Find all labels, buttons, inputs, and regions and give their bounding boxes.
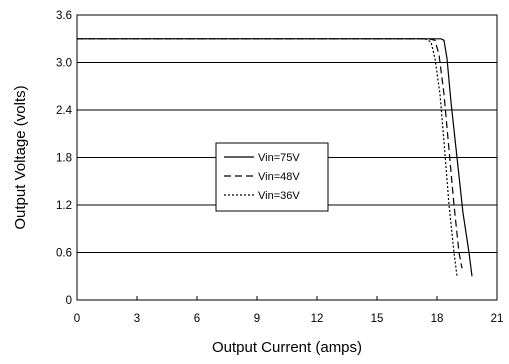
legend-label-2: Vin=48V <box>258 171 300 183</box>
legend: Vin=75V Vin=48V Vin=36V <box>215 142 329 212</box>
series-line-3 <box>77 38 458 277</box>
x-tick-label: 9 <box>254 313 260 325</box>
x-tick-label: 18 <box>431 313 444 325</box>
y-tick-label: 1.2 <box>56 200 72 212</box>
x-tick-label: 21 <box>491 313 504 325</box>
x-tick-label: 15 <box>371 313 384 325</box>
legend-label-3: Vin=36V <box>258 190 300 202</box>
y-tick-label: 2.4 <box>56 105 73 117</box>
x-tick-label: 6 <box>194 313 200 325</box>
x-tick-label: 0 <box>74 313 80 325</box>
y-tick-label: 0.6 <box>56 248 72 260</box>
y-tick-label: 3.0 <box>56 58 72 70</box>
legend-label-1: Vin=75V <box>258 152 300 164</box>
y-tick-label: 0 <box>66 295 72 307</box>
x-tick-label: 12 <box>311 313 324 325</box>
x-axis-label: Output Current (amps) <box>212 339 362 356</box>
x-axis-ticks: 0 3 6 9 12 15 18 21 <box>74 296 504 325</box>
y-tick-label: 1.8 <box>56 153 72 165</box>
grid-lines <box>77 14 497 253</box>
series-group <box>77 38 473 277</box>
y-tick-label: 3.6 <box>56 10 72 22</box>
y-axis-label: Output Voltage (volts) <box>12 85 29 229</box>
x-tick-label: 3 <box>134 313 140 325</box>
y-axis-ticks: 0 0.6 1.2 1.8 2.4 3.0 3.6 <box>56 10 81 307</box>
legend-box <box>215 142 329 212</box>
